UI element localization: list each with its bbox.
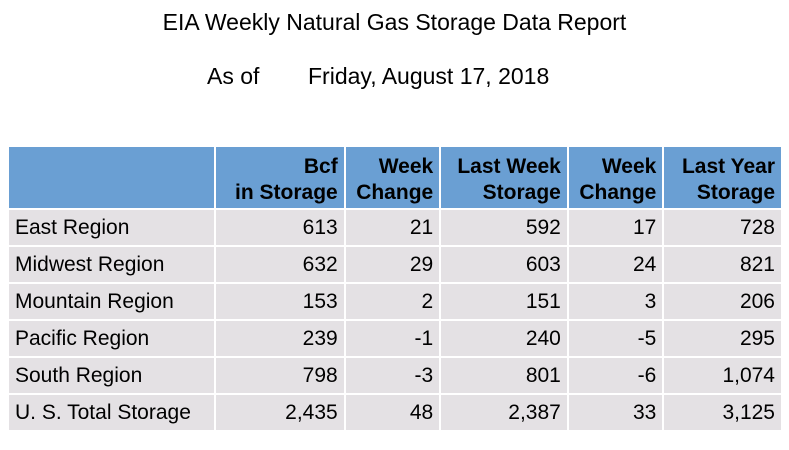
last-week-storage-cell: 801 xyxy=(441,358,567,393)
region-name-cell: U. S. Total Storage xyxy=(9,395,215,430)
header-line-2: Storage xyxy=(482,181,561,204)
region-name-cell: South Region xyxy=(9,358,215,393)
week-change-cell: 2 xyxy=(345,284,440,319)
last-year-storage-cell: 1,074 xyxy=(664,358,781,393)
last-year-storage-cell: 728 xyxy=(664,210,781,245)
table-row: Mountain Region 153 2 151 3 206 xyxy=(9,284,781,319)
last-year-storage-cell: 821 xyxy=(664,247,781,282)
last-week-storage-cell: 603 xyxy=(441,247,567,282)
last-year-storage-cell: 295 xyxy=(664,321,781,356)
bcf-in-storage-cell: 613 xyxy=(216,210,344,245)
last-week-storage-cell: 2,387 xyxy=(441,395,567,430)
bcf-in-storage-cell: 239 xyxy=(216,321,344,356)
table-row: East Region 613 21 592 17 728 xyxy=(9,210,781,245)
header-line-1: Week xyxy=(378,155,434,178)
as-of-label: As of xyxy=(207,63,260,89)
prior-week-change-cell: -5 xyxy=(568,321,663,356)
table-row: Pacific Region 239 -1 240 -5 295 xyxy=(9,321,781,356)
header-line-2: Change xyxy=(579,181,657,204)
header-row: Bcf in Storage Week Change Last Week Sto… xyxy=(9,147,781,208)
header-line-2: Change xyxy=(356,181,434,204)
report-title: EIA Weekly Natural Gas Storage Data Repo… xyxy=(162,9,627,35)
bcf-in-storage-cell: 153 xyxy=(216,284,344,319)
last-week-storage-cell: 240 xyxy=(441,321,567,356)
header-line-1: Last Week xyxy=(457,155,561,178)
header-line-1: Week xyxy=(601,155,657,178)
prior-week-change-cell: 3 xyxy=(568,284,663,319)
prior-week-change-cell: -6 xyxy=(568,358,663,393)
week-change-cell: -1 xyxy=(345,321,440,356)
prior-week-change-cell: 17 xyxy=(568,210,663,245)
region-name-cell: Midwest Region xyxy=(9,247,215,282)
prior-week-change-cell: 33 xyxy=(568,395,663,430)
last-week-storage-cell: 592 xyxy=(441,210,567,245)
header-cell-bcf-in-storage: Bcf in Storage xyxy=(216,147,344,208)
region-name-cell: Mountain Region xyxy=(9,284,215,319)
table-row: South Region 798 -3 801 -6 1,074 xyxy=(9,358,781,393)
prior-week-change-cell: 24 xyxy=(568,247,663,282)
bcf-in-storage-cell: 632 xyxy=(216,247,344,282)
header-cell-last-year-storage: Last Year Storage xyxy=(664,147,781,208)
last-year-storage-cell: 3,125 xyxy=(664,395,781,430)
last-year-storage-cell: 206 xyxy=(664,284,781,319)
header-line-2: Storage xyxy=(696,181,775,204)
week-change-cell: 48 xyxy=(345,395,440,430)
week-change-cell: -3 xyxy=(345,358,440,393)
header-cell-week-change-prior: Week Change xyxy=(568,147,663,208)
as-of-line: As of Friday, August 17, 2018 xyxy=(0,61,789,91)
week-change-cell: 29 xyxy=(345,247,440,282)
storage-table-header: Bcf in Storage Week Change Last Week Sto… xyxy=(9,147,781,208)
header-cell-week-change: Week Change xyxy=(345,147,440,208)
bcf-in-storage-cell: 798 xyxy=(216,358,344,393)
bcf-in-storage-cell: 2,435 xyxy=(216,395,344,430)
last-week-storage-cell: 151 xyxy=(441,284,567,319)
week-change-cell: 21 xyxy=(345,210,440,245)
region-name-cell: Pacific Region xyxy=(9,321,215,356)
header-line-1: Bcf xyxy=(303,155,338,178)
report-date: Friday, August 17, 2018 xyxy=(308,63,550,89)
header-cell-region xyxy=(9,147,215,208)
region-name-cell: East Region xyxy=(9,210,215,245)
storage-table-body: East Region 613 21 592 17 728 Midwest Re… xyxy=(9,210,781,430)
header-line-1: Last Year xyxy=(681,155,775,178)
table-row-total: U. S. Total Storage 2,435 48 2,387 33 3,… xyxy=(9,395,781,430)
storage-table: Bcf in Storage Week Change Last Week Sto… xyxy=(7,145,783,432)
table-row: Midwest Region 632 29 603 24 821 xyxy=(9,247,781,282)
header-cell-last-week-storage: Last Week Storage xyxy=(441,147,567,208)
header-line-2: in Storage xyxy=(235,181,338,204)
